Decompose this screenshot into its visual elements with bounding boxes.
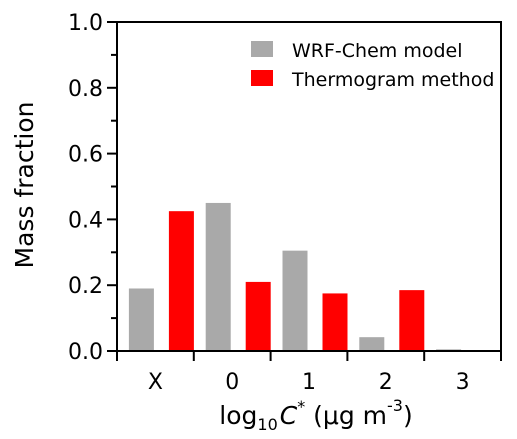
y-axis-label: Mass fraction	[10, 102, 39, 269]
bar-series0-0	[128, 288, 154, 351]
legend-label-wrf-chem: WRF-Chem model	[292, 40, 462, 62]
x-label-superscript: *	[297, 397, 305, 416]
x-label-unit-close: )	[403, 401, 413, 430]
bar-series0-2	[282, 250, 308, 351]
bar-series0-1	[205, 202, 231, 351]
x-ticks-group: X 0 1 2 3	[116, 351, 502, 395]
bars-group	[128, 202, 462, 351]
x-axis-label: log10C* (μg m-3)	[219, 396, 412, 434]
x-label-variable: C	[280, 401, 298, 430]
x-label-unit-open: (μg m	[305, 401, 387, 430]
legend-swatch-thermogram	[251, 70, 273, 86]
x-label-unit-exponent: -3	[387, 396, 403, 415]
bar-series1-3	[399, 290, 425, 351]
x-tick-label: 2	[379, 370, 393, 395]
bar-series1-2	[322, 293, 348, 351]
y-tick-label: 0.4	[68, 208, 103, 233]
y-ticks-group: 0.0 0.2 0.4 0.6 0.8 1.0	[68, 11, 117, 365]
y-tick-label: 0.0	[68, 340, 103, 365]
legend-label-thermogram: Thermogram method	[291, 69, 494, 91]
y-tick-label: 0.8	[68, 77, 103, 102]
y-tick-label: 1.0	[68, 11, 103, 36]
y-tick-label: 0.2	[68, 274, 103, 299]
x-tick-label: 3	[456, 370, 470, 395]
x-tick-label: 0	[225, 370, 239, 395]
bar-series0-3	[359, 337, 385, 351]
x-label-prefix: log	[219, 401, 257, 430]
x-tick-label: 1	[302, 370, 316, 395]
bar-series1-0	[168, 211, 194, 351]
x-label-subscript: 10	[257, 415, 277, 434]
x-tick-label: X	[148, 370, 163, 395]
bar-series1-1	[245, 281, 271, 351]
y-tick-label: 0.6	[68, 143, 103, 168]
legend-swatch-wrf-chem	[251, 41, 273, 57]
legend: WRF-Chem model Thermogram method	[251, 40, 494, 91]
